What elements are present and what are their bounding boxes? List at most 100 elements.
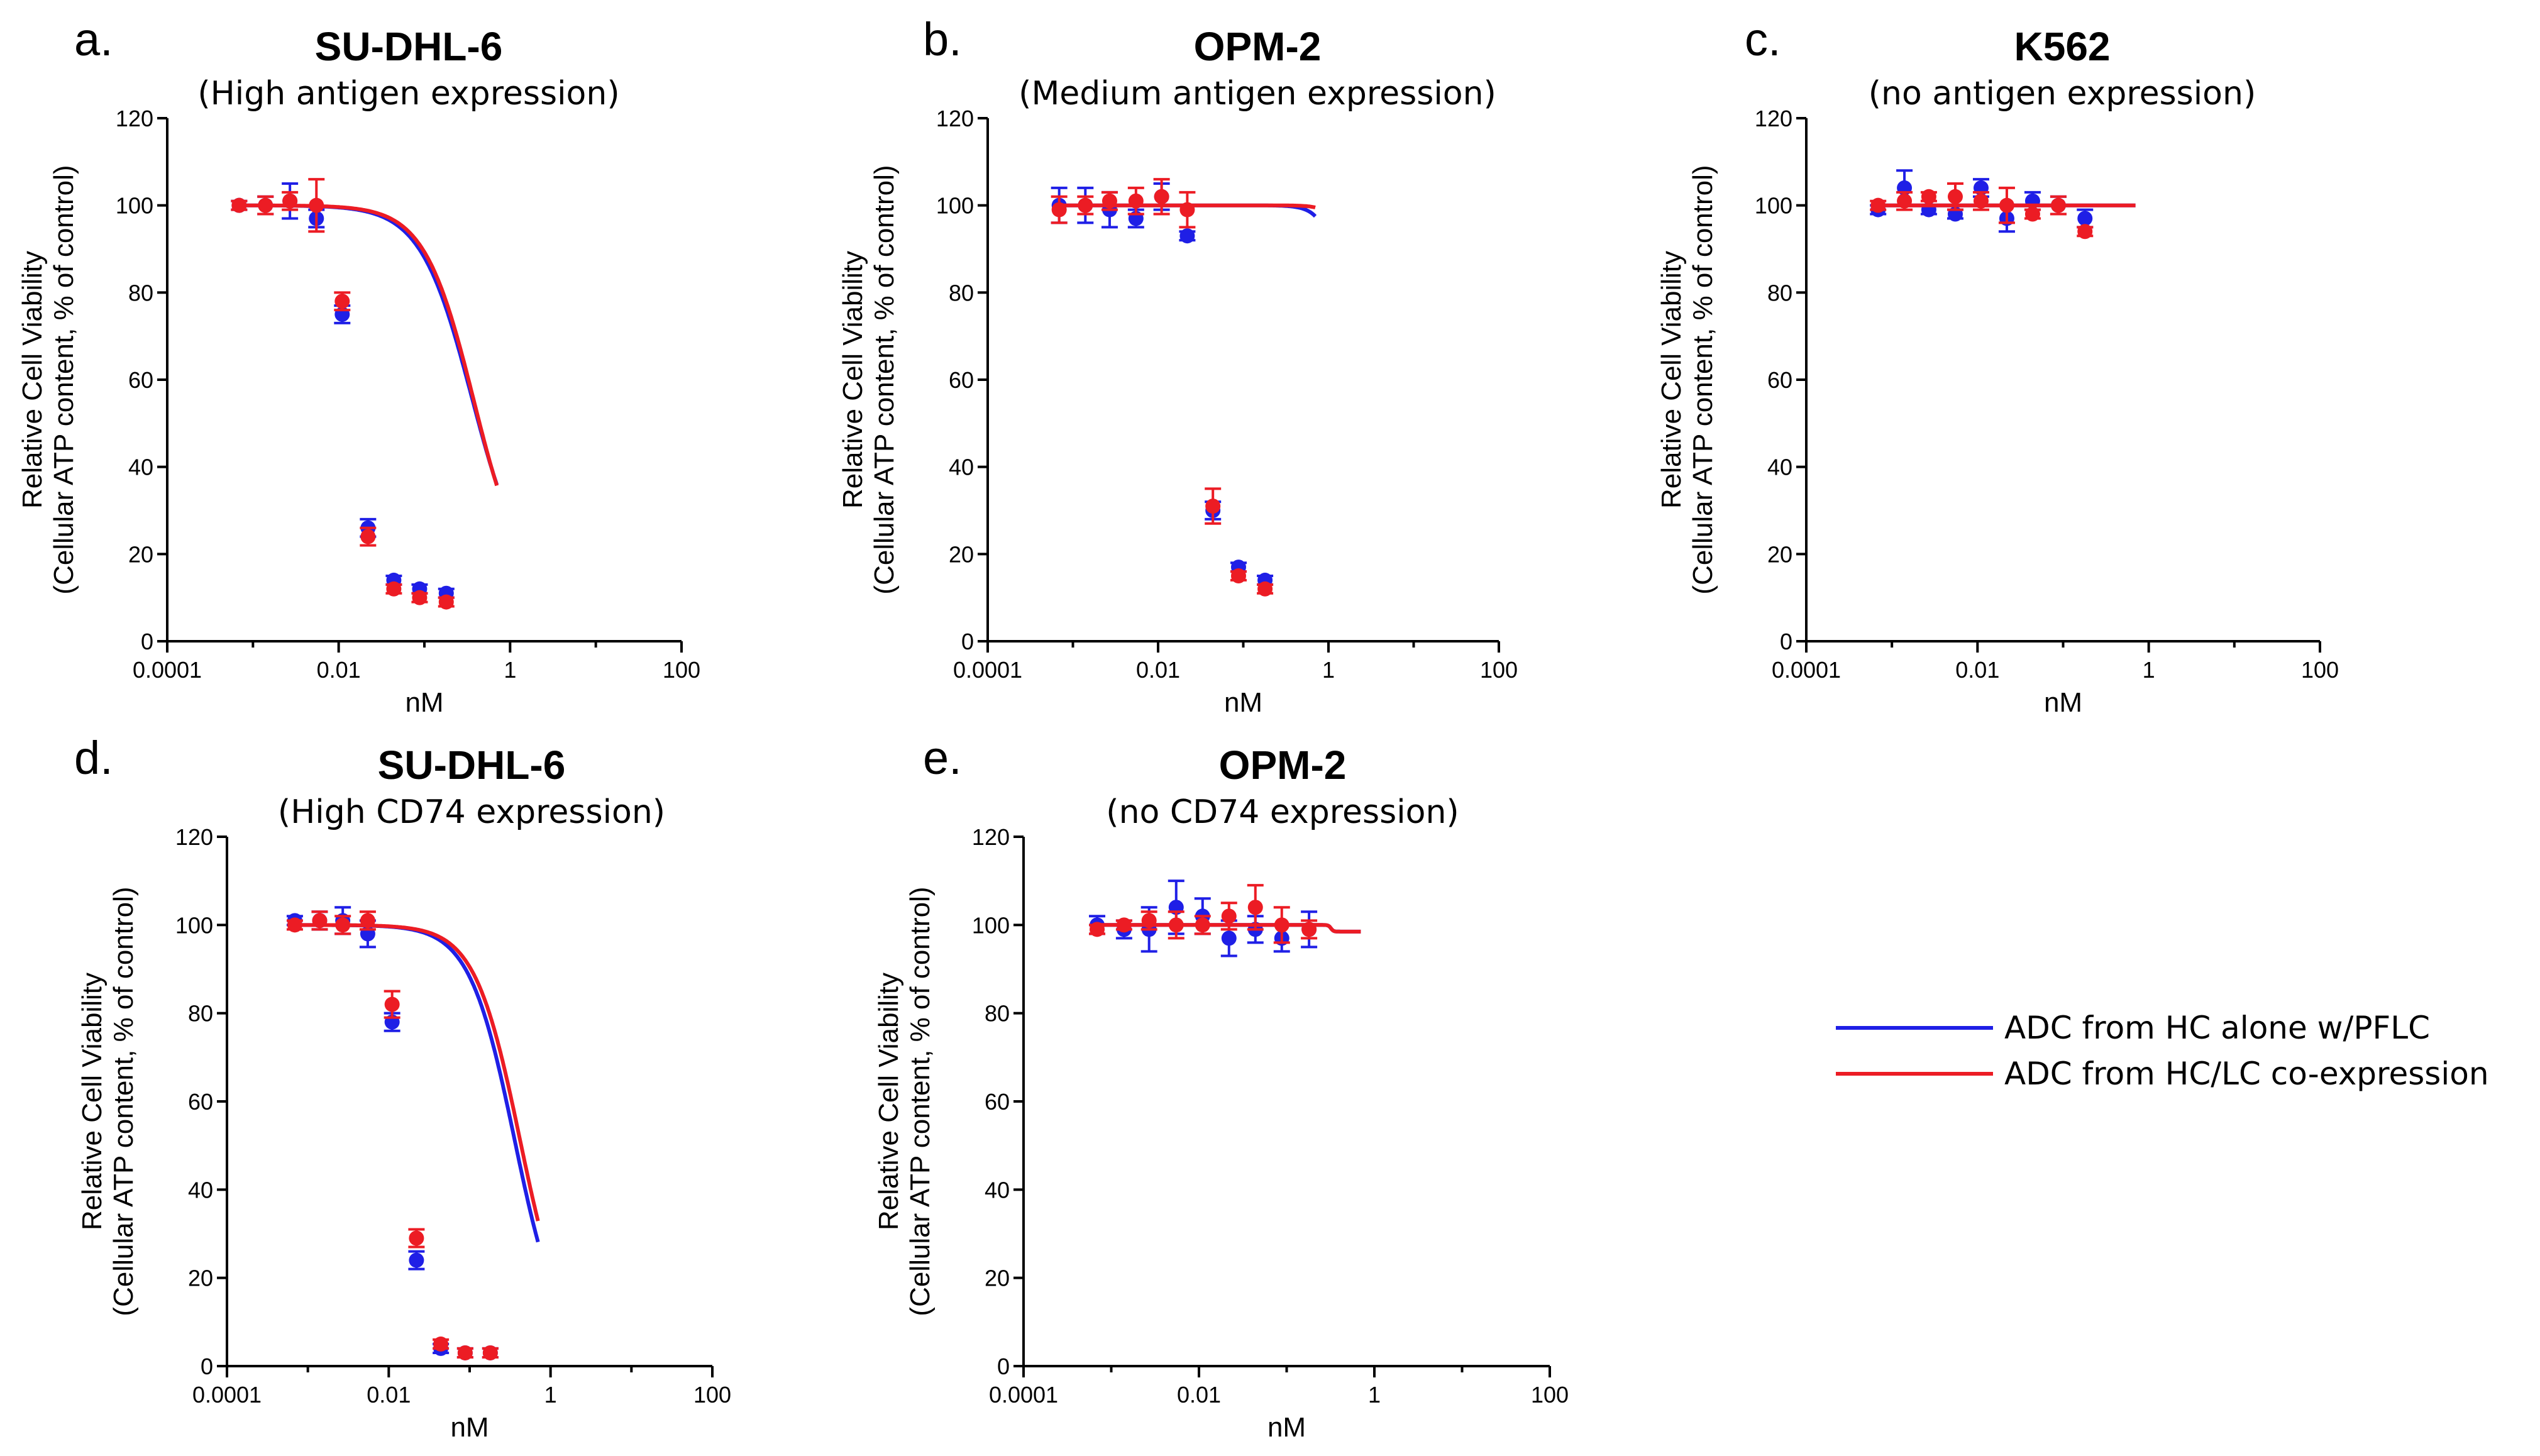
data-point <box>1897 193 1913 209</box>
data-point <box>360 913 375 929</box>
y-tick-label: 60 <box>128 367 153 393</box>
fit-curve <box>294 923 540 1243</box>
x-axis-label: nM <box>1224 687 1262 718</box>
data-point <box>384 996 400 1012</box>
y-tick-label: 60 <box>1767 367 1792 393</box>
y-tick-label: 20 <box>1767 541 1792 567</box>
y-axis-label-line1: Relative Cell Viability <box>837 251 868 509</box>
y-tick-label: 20 <box>128 541 153 567</box>
data-point <box>282 193 298 209</box>
panel-letter: e. <box>923 732 962 784</box>
chart-subtitle: (Medium antigen expression) <box>1019 75 1496 113</box>
charts-layer: a. SU-DHL-6 (High antigen expression) 0 20 40… <box>17 13 2339 1443</box>
x-tick-label: 0.01 <box>317 657 361 683</box>
legend-label-red: ADC from HC/LC co-expression <box>2004 1056 2489 1092</box>
data-point <box>1141 913 1157 929</box>
y-axis-label-line1: Relative Cell Viability <box>873 973 904 1230</box>
data-point <box>482 1345 498 1360</box>
y-tick-label: 100 <box>936 193 974 219</box>
chart-title: SU-DHL-6 <box>315 24 503 69</box>
chart-panel-e: e. OPM-2 (no CD74 expression) 0 20 40 60 80 100 1… <box>873 732 1569 1443</box>
data-point <box>1247 900 1263 915</box>
y-tick-label: 60 <box>949 367 974 393</box>
y-tick-label: 100 <box>116 193 153 219</box>
x-tick-label: 0.01 <box>1136 657 1180 683</box>
data-point <box>1870 197 1886 213</box>
y-tick-label: 20 <box>949 541 974 567</box>
data-point <box>2024 206 2040 222</box>
y-tick-label: 40 <box>128 455 153 480</box>
series-red <box>1089 884 1361 944</box>
x-axis-label: nM <box>450 1412 489 1443</box>
x-tick-label: 1 <box>504 657 516 683</box>
data-point <box>409 1252 424 1268</box>
data-point <box>1179 202 1195 218</box>
chart-panel-a: a. SU-DHL-6 (High antigen expression) 0 20 40… <box>17 13 700 718</box>
legend: ADC from HC alone w/PFLC ADC from HC/LC … <box>1836 1010 2489 1092</box>
chart-subtitle: (no CD74 expression) <box>1106 793 1459 831</box>
data-point <box>438 594 454 610</box>
y-axis-label-line2: (Cellular ATP content, % of control) <box>1687 165 1718 594</box>
data-point <box>1090 922 1105 937</box>
data-point <box>1051 202 1067 218</box>
chart-title: OPM-2 <box>1219 742 1347 788</box>
x-tick-label: 0.0001 <box>953 657 1022 683</box>
series-red <box>1870 182 2136 240</box>
x-tick-label: 100 <box>1480 657 1518 683</box>
data-point <box>1179 228 1195 244</box>
x-tick-label: 0.0001 <box>192 1382 262 1408</box>
data-point <box>334 294 350 309</box>
data-point <box>1301 922 1317 937</box>
data-point <box>1168 917 1184 933</box>
x-tick-label: 1 <box>2143 657 2155 683</box>
chart-title: SU-DHL-6 <box>378 742 566 788</box>
panel-letter: d. <box>74 732 113 784</box>
data-point <box>1921 189 1936 204</box>
y-tick-label: 20 <box>985 1266 1010 1291</box>
series-red <box>286 910 540 1360</box>
y-tick-label: 20 <box>188 1266 213 1291</box>
series-blue <box>286 906 540 1360</box>
x-tick-label: 0.01 <box>1177 1382 1221 1408</box>
data-point <box>312 913 328 929</box>
data-point <box>258 197 273 213</box>
x-tick-label: 0.01 <box>367 1382 411 1408</box>
data-point <box>231 197 247 213</box>
panel-letter: a. <box>74 13 113 65</box>
fit-curve <box>239 203 499 487</box>
data-point <box>1195 917 1210 933</box>
y-tick-label: 0 <box>201 1354 213 1379</box>
x-tick-label: 0.0001 <box>133 657 202 683</box>
data-point <box>386 581 402 597</box>
panel-letter: c. <box>1745 13 1781 65</box>
y-tick-label: 120 <box>936 106 974 131</box>
x-tick-label: 1 <box>544 1382 557 1408</box>
data-point <box>457 1345 473 1360</box>
data-point <box>335 917 351 933</box>
chart-subtitle: (no antigen expression) <box>1869 75 2256 113</box>
y-tick-label: 80 <box>985 1001 1010 1027</box>
y-axis-label-line2: (Cellular ATP content, % of control) <box>48 165 79 594</box>
y-tick-label: 120 <box>116 106 153 131</box>
chart-panel-d: d. SU-DHL-6 (High CD74 expression) 0 20 40 60 8… <box>74 732 731 1443</box>
x-axis-label: nM <box>1267 1412 1306 1443</box>
y-tick-label: 60 <box>188 1089 213 1115</box>
x-tick-label: 100 <box>2301 657 2339 683</box>
y-tick-label: 40 <box>985 1177 1010 1203</box>
chart-subtitle: (High CD74 expression) <box>278 793 665 831</box>
x-tick-label: 0.01 <box>1955 657 1999 683</box>
series-red <box>231 178 499 610</box>
y-tick-label: 80 <box>1767 280 1792 306</box>
y-axis-label-line2: (Cellular ATP content, % of control) <box>905 886 936 1316</box>
data-point <box>1116 917 1132 933</box>
x-tick-label: 1 <box>1322 657 1335 683</box>
data-point <box>2077 211 2093 226</box>
data-point <box>1078 197 1093 213</box>
y-tick-label: 100 <box>1755 193 1792 219</box>
chart-title: K562 <box>2014 24 2111 69</box>
data-point <box>309 197 324 213</box>
y-axis-label-line2: (Cellular ATP content, % of control) <box>869 165 900 594</box>
data-point <box>409 1230 424 1246</box>
data-point <box>1973 193 1989 209</box>
y-tick-label: 0 <box>141 629 153 654</box>
